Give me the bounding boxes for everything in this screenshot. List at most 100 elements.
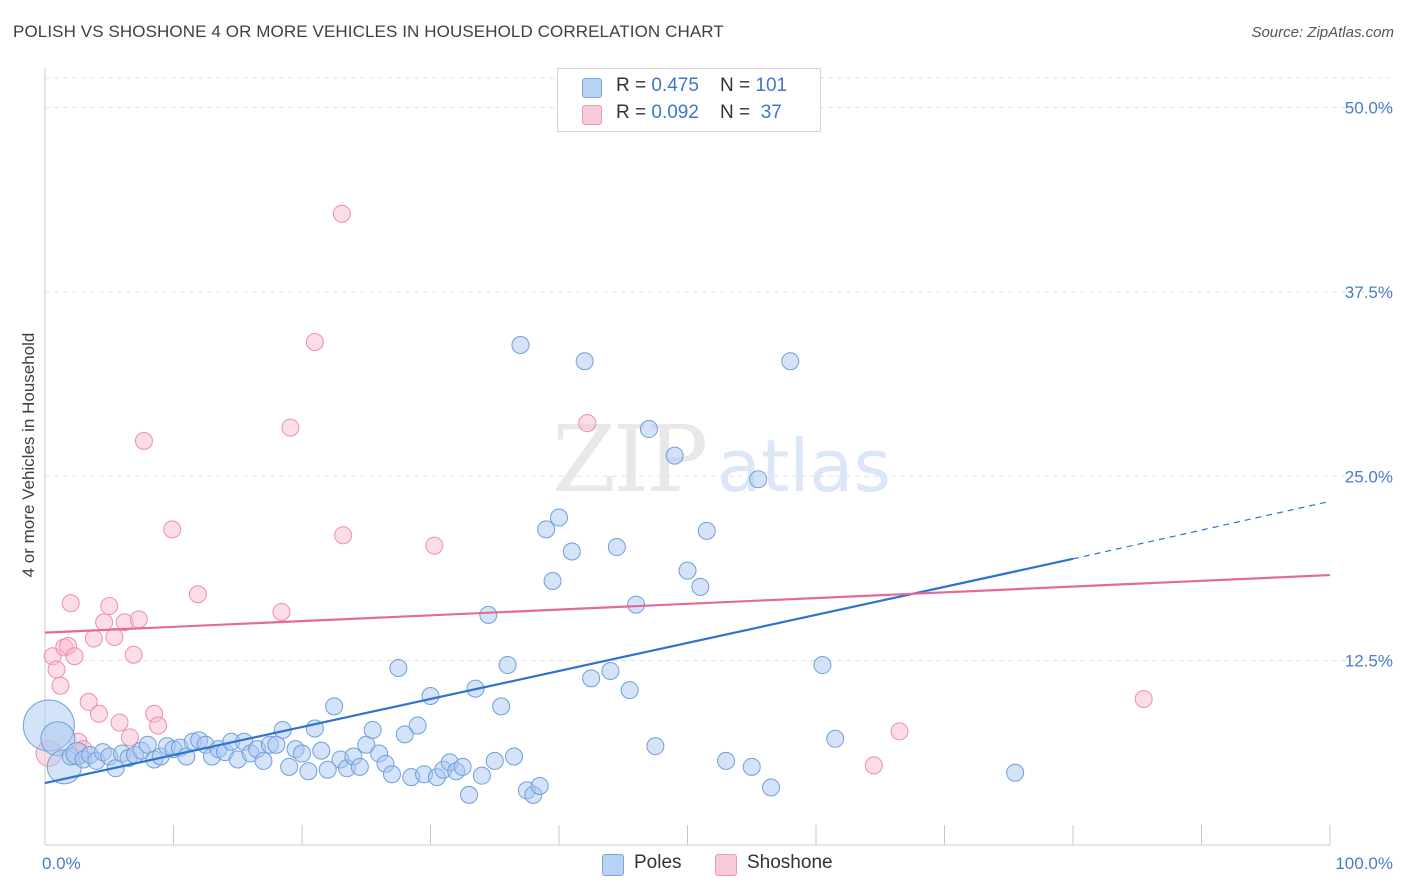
- shoshone-point: [65, 647, 84, 666]
- poles-point: [697, 521, 716, 540]
- poles-point: [254, 751, 273, 770]
- shoshone-swatch: [582, 105, 602, 125]
- shoshone-point: [578, 414, 597, 433]
- shoshone-point: [105, 628, 124, 647]
- poles-point: [691, 577, 710, 596]
- poles-point: [530, 777, 549, 795]
- poles-point: [460, 785, 479, 804]
- poles-point: [363, 720, 382, 739]
- poles-point: [607, 538, 626, 557]
- poles-point: [498, 656, 517, 675]
- shoshone-n-label: N =: [720, 102, 756, 123]
- grid-layer: [45, 77, 1392, 662]
- tick-layer: 12.5% 25.0% 37.5% 50.0% 0.0% 100.0%: [42, 99, 1393, 874]
- poles-point: [826, 729, 845, 748]
- shoshone-point: [79, 692, 98, 711]
- y-axis-label: 4 or more Vehicles in Household: [19, 333, 38, 578]
- watermark-atlas: atlas: [717, 424, 891, 508]
- poles-point: [312, 741, 331, 760]
- poles-swatch: [582, 78, 602, 98]
- shoshone-point: [124, 645, 143, 664]
- shoshone-point: [305, 333, 324, 352]
- poles-point: [762, 778, 781, 797]
- shoshone-point: [110, 713, 129, 732]
- poles-point: [813, 656, 832, 675]
- y-tick-label: 37.5%: [1345, 283, 1393, 302]
- shoshone-r-value: 0.092: [651, 102, 699, 123]
- poles-points: [22, 335, 1025, 804]
- poles-point: [620, 681, 639, 700]
- shoshone-points: [35, 204, 1153, 775]
- poles-point: [582, 669, 601, 688]
- poles-point: [627, 595, 646, 614]
- shoshone-point: [425, 536, 444, 555]
- poles-point: [293, 744, 311, 763]
- poles-n-label: N =: [720, 75, 756, 96]
- poles-point: [550, 508, 568, 527]
- trend-layer: [44, 500, 1331, 785]
- poles-n-value: 101: [755, 75, 788, 96]
- poles-point: [318, 760, 337, 779]
- poles-point: [325, 697, 344, 716]
- shoshone-point: [134, 431, 153, 450]
- legend-poles-text: R = 0.475 N = 101: [616, 75, 787, 97]
- legend-row-poles: R = 0.475 N = 101: [582, 75, 787, 99]
- x-tick-label: 100.0%: [1335, 854, 1393, 873]
- poles-point: [485, 751, 504, 770]
- poles-r-label: R =: [616, 75, 652, 96]
- x-tick-label: 0.0%: [42, 854, 81, 873]
- shoshone-point: [281, 418, 300, 437]
- poles-r-value: 0.475: [651, 75, 699, 96]
- poles-point: [543, 571, 562, 590]
- poles-point: [742, 757, 761, 776]
- poles-point: [646, 737, 665, 756]
- poles-point: [382, 765, 401, 784]
- shoshone-point: [890, 722, 909, 741]
- shoshone-point: [95, 613, 114, 632]
- source-credit: Source: ZipAtlas.com: [1251, 24, 1394, 41]
- shoshone-n-value: 37: [755, 102, 782, 123]
- bottom-poles-swatch: [602, 854, 624, 876]
- poles-point: [280, 757, 299, 776]
- poles-point: [505, 747, 524, 766]
- poles-point: [781, 352, 800, 371]
- chart-title: POLISH VS SHOSHONE 4 OR MORE VEHICLES IN…: [13, 22, 724, 41]
- poles-point: [575, 352, 594, 371]
- watermark: ZIP atlas: [552, 406, 891, 513]
- poles-point: [1006, 763, 1025, 782]
- poles-point: [408, 716, 427, 735]
- shoshone-point: [84, 629, 103, 648]
- poles-point: [562, 542, 581, 561]
- poles-point: [389, 659, 408, 677]
- shoshone-point: [149, 716, 168, 735]
- shoshone-point: [120, 728, 139, 747]
- shoshone-point: [61, 594, 80, 613]
- shoshone-point: [1134, 689, 1153, 708]
- poles-point: [472, 766, 491, 785]
- poles-point: [749, 470, 768, 489]
- shoshone-point: [864, 756, 883, 775]
- shoshone-point: [100, 597, 119, 616]
- bottom-poles-label: Poles: [634, 852, 682, 873]
- poles-point: [717, 751, 736, 770]
- legend-shoshone-text: R = 0.092 N = 37: [616, 102, 782, 124]
- shoshone-point: [332, 204, 351, 223]
- poles-point: [350, 757, 369, 776]
- poles-point: [601, 661, 620, 680]
- legend-row-shoshone: R = 0.092 N = 37: [582, 102, 782, 126]
- poles-point: [678, 561, 697, 580]
- bottom-shoshone-label: Shoshone: [747, 852, 833, 873]
- y-tick-label: 12.5%: [1345, 652, 1393, 671]
- shoshone-point: [47, 660, 66, 679]
- poles-point: [299, 762, 318, 781]
- shoshone-point: [89, 704, 108, 723]
- poles-point: [639, 420, 658, 439]
- poles-point: [479, 605, 498, 624]
- poles-trend-extension: [1072, 500, 1331, 560]
- axis-layer: [44, 68, 1331, 846]
- stats-legend: R = 0.475 N = 101 R = 0.092 N = 37: [557, 68, 821, 132]
- poles-point: [537, 520, 556, 539]
- poles-point: [421, 687, 440, 706]
- poles-trend-line: [44, 557, 1074, 785]
- shoshone-point: [334, 526, 353, 545]
